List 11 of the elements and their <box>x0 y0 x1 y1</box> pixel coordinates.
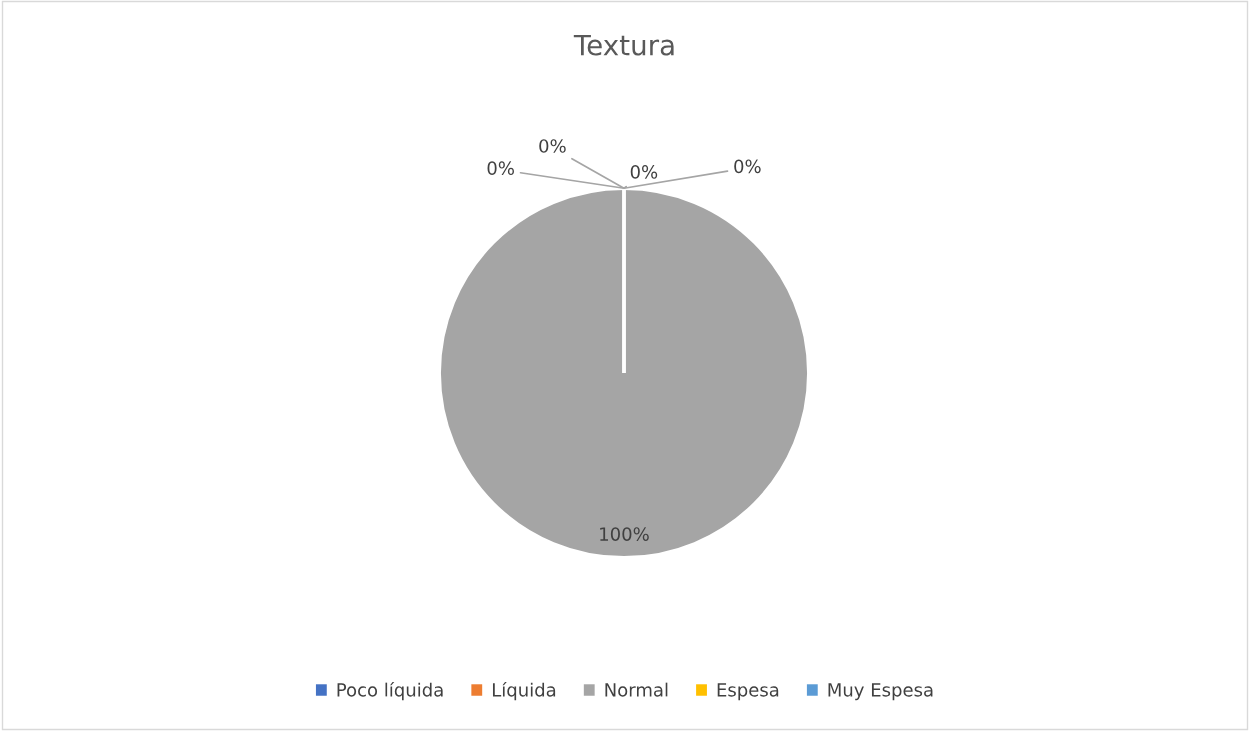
text: 0% <box>487 161 514 175</box>
chart-title: Textura <box>573 34 674 56</box>
legend-label: Muy Espesa <box>828 683 933 701</box>
data-label: 100% <box>600 527 649 541</box>
legend-label: Espesa <box>717 683 779 701</box>
text: 0% <box>539 139 566 153</box>
text: 0% <box>734 159 761 174</box>
text: 0% <box>630 165 658 179</box>
legend-label: Líquida <box>492 681 556 701</box>
legend-label: Poco líquida <box>337 681 443 701</box>
legend-label: Normal <box>605 682 668 697</box>
